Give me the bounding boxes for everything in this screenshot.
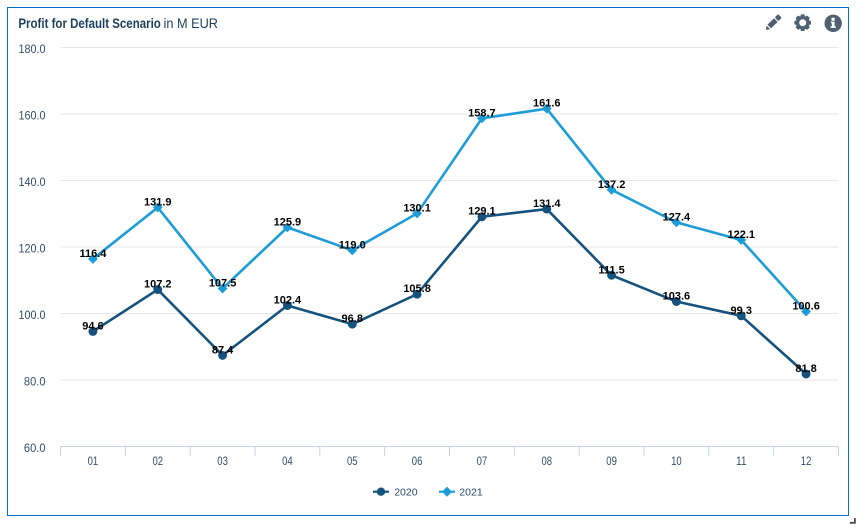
svg-text:94.6: 94.6 [82, 320, 103, 332]
svg-text:12: 12 [801, 454, 812, 468]
svg-text:08: 08 [541, 454, 552, 468]
svg-text:127.4: 127.4 [663, 211, 691, 223]
svg-text:04: 04 [282, 454, 293, 468]
svg-text:161.6: 161.6 [533, 98, 561, 110]
svg-text:11: 11 [736, 454, 747, 468]
svg-text:102.4: 102.4 [274, 295, 302, 307]
svg-text:122.1: 122.1 [727, 229, 755, 241]
svg-text:116.4: 116.4 [79, 248, 107, 260]
svg-text:180.0: 180.0 [19, 42, 46, 56]
svg-text:137.2: 137.2 [598, 179, 626, 191]
svg-text:06: 06 [412, 454, 423, 468]
svg-text:107.2: 107.2 [144, 279, 172, 291]
svg-text:2020: 2020 [394, 486, 418, 498]
svg-text:03: 03 [217, 454, 228, 468]
svg-text:07: 07 [477, 454, 488, 468]
svg-text:99.3: 99.3 [731, 305, 752, 317]
svg-text:87.4: 87.4 [212, 344, 234, 356]
svg-text:Profit for Default Scenario: Profit for Default Scenario [18, 15, 160, 31]
svg-text:80.0: 80.0 [24, 375, 46, 389]
svg-text:10: 10 [671, 454, 682, 468]
svg-text:129.1: 129.1 [468, 206, 496, 218]
svg-text:96.8: 96.8 [342, 313, 363, 325]
svg-text:02: 02 [152, 454, 163, 468]
svg-text:160.0: 160.0 [19, 109, 46, 123]
svg-text:119.0: 119.0 [339, 239, 366, 251]
svg-text:2021: 2021 [459, 486, 483, 498]
svg-text:in M EUR: in M EUR [164, 15, 219, 31]
svg-text:103.6: 103.6 [663, 291, 691, 303]
svg-text:131.4: 131.4 [533, 198, 561, 210]
svg-text:09: 09 [606, 454, 617, 468]
svg-text:120.0: 120.0 [19, 242, 46, 256]
svg-text:125.9: 125.9 [274, 216, 302, 228]
svg-text:100.6: 100.6 [792, 301, 820, 313]
svg-text:131.9: 131.9 [144, 196, 172, 208]
svg-text:130.1: 130.1 [403, 202, 431, 214]
svg-text:81.8: 81.8 [795, 363, 816, 375]
svg-text:60.0: 60.0 [24, 441, 46, 455]
svg-text:05: 05 [347, 454, 358, 468]
svg-text:105.8: 105.8 [403, 283, 431, 295]
svg-text:158.7: 158.7 [468, 107, 496, 119]
svg-text:140.0: 140.0 [19, 175, 46, 189]
svg-text:107.5: 107.5 [209, 278, 237, 290]
svg-text:100.0: 100.0 [19, 308, 46, 322]
svg-text:01: 01 [88, 454, 99, 468]
svg-text:111.5: 111.5 [598, 264, 624, 276]
